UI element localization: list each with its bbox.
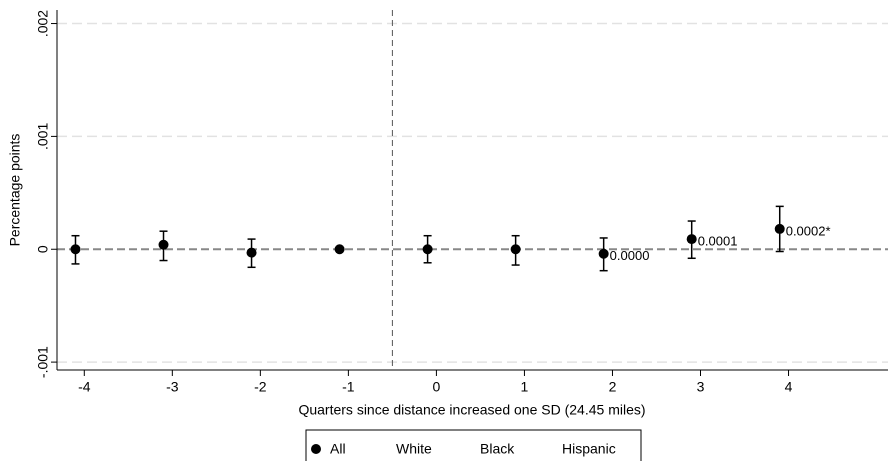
- legend-label: Black: [480, 441, 515, 457]
- x-tick-label: -1: [342, 379, 355, 395]
- point: [422, 244, 433, 255]
- x-tick-label: -3: [166, 379, 179, 395]
- point: [598, 248, 609, 259]
- point: [70, 244, 81, 255]
- point: [334, 244, 345, 255]
- value-label: 0.0001: [698, 234, 738, 249]
- x-axis-label: Quarters since distance increased one SD…: [298, 402, 645, 418]
- y-tick-label: .001: [35, 123, 51, 150]
- y-tick-label: -.001: [35, 346, 51, 378]
- x-tick-label: 1: [521, 379, 529, 395]
- point: [774, 223, 785, 234]
- point: [246, 247, 257, 258]
- x-tick-label: 2: [609, 379, 617, 395]
- value-label: 0.0002*: [786, 223, 831, 238]
- x-tick-label: 0: [433, 379, 441, 395]
- x-tick-label: -4: [78, 379, 91, 395]
- x-tick-label: 3: [697, 379, 705, 395]
- legend-box: [305, 429, 642, 461]
- legend-label: Hispanic: [562, 441, 616, 457]
- value-label: 0.0000: [610, 248, 650, 263]
- legend-marker: [311, 444, 321, 454]
- legend-label: White: [396, 441, 432, 457]
- x-tick-label: 4: [785, 379, 793, 395]
- x-tick-label: -2: [254, 379, 267, 395]
- point: [686, 234, 697, 245]
- y-tick-label: .002: [35, 10, 51, 37]
- y-axis-label: Percentage points: [7, 134, 23, 247]
- legend-label: All: [330, 441, 346, 457]
- y-tick-label: 0: [35, 245, 51, 253]
- point: [510, 244, 521, 255]
- point: [158, 239, 169, 250]
